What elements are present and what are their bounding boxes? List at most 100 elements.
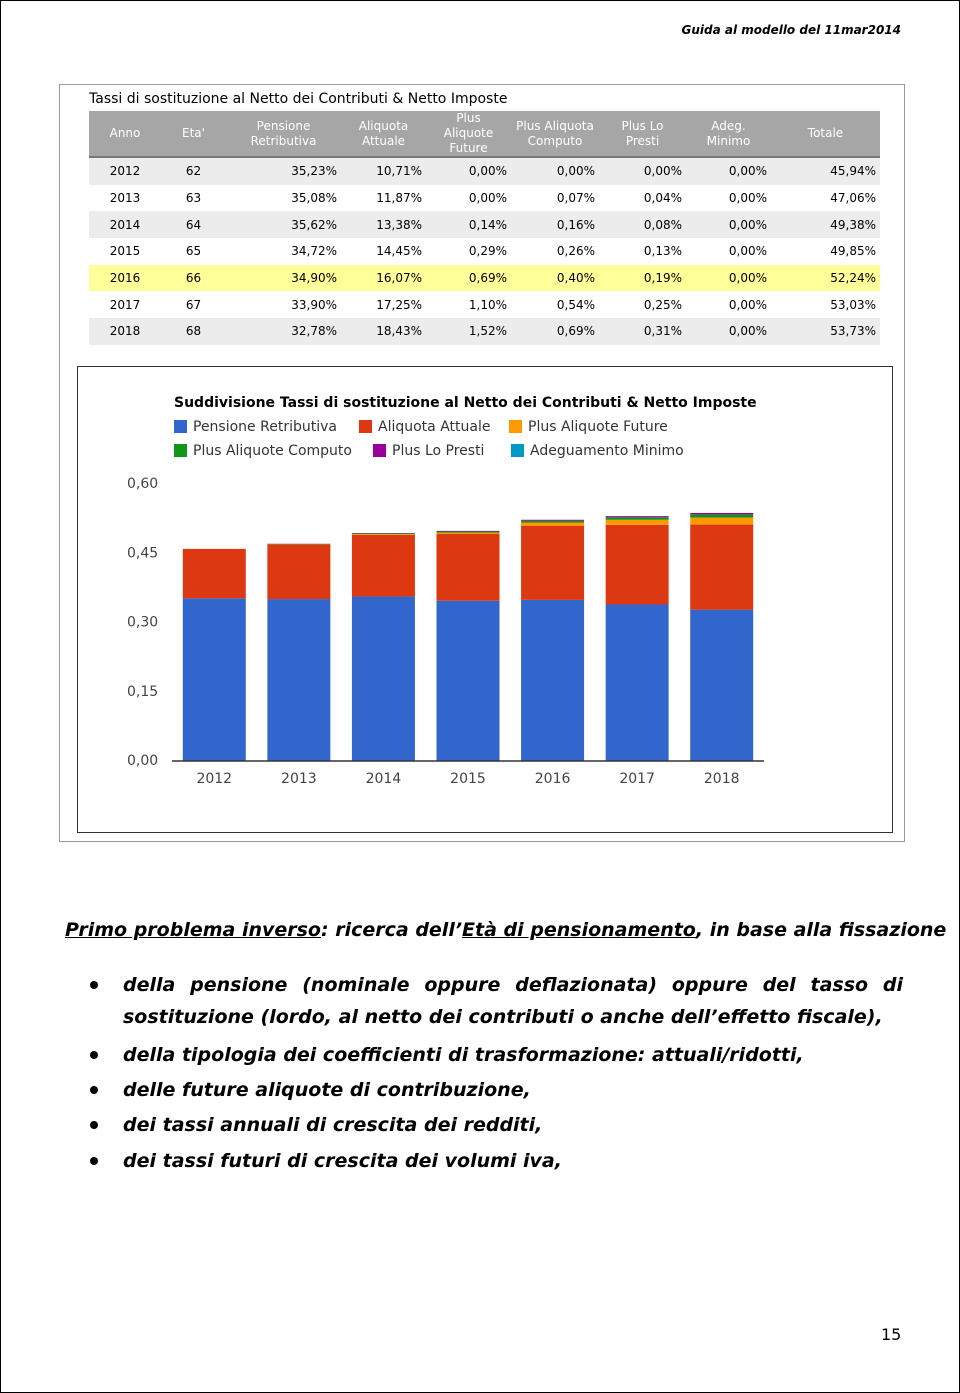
bar-segment — [690, 514, 754, 518]
bar-segment — [605, 524, 669, 605]
column-header: Pensione Retributiva — [226, 111, 341, 158]
table-cell: 35,08% — [291, 191, 337, 206]
y-tick-label: 0,60 — [127, 476, 158, 492]
bullet-text: dei tassi annuali di crescita dei reddit… — [123, 1114, 543, 1136]
table-cell: 0,08% — [599, 211, 686, 239]
bar-segment — [521, 519, 585, 521]
table-cell: 1,52% — [426, 318, 511, 345]
y-tick-label: 0,00 — [127, 753, 158, 769]
column-header: Anno — [89, 111, 161, 158]
table-cell: 10,71% — [341, 157, 426, 185]
column-header: Adeg. Minimo — [686, 111, 771, 158]
table-cell: 0,07% — [556, 191, 595, 206]
heading-part: Età di pensionamento — [462, 919, 696, 941]
table-row: 2017 67 33,90% 17,25% 1,10% 0,54% 0,25% 0,00% 53… — [89, 291, 880, 318]
figure-frame — [59, 84, 905, 842]
legend-label: Plus Lo Presti — [392, 443, 484, 459]
bar-segment — [521, 522, 585, 526]
table-cell: 0,00% — [468, 191, 507, 206]
bar-segment — [690, 512, 754, 515]
table-cell: 11,87% — [376, 191, 422, 206]
bullet-text: della pensione (nominale oppure deflazio… — [123, 974, 903, 1028]
table-cell: 0,54% — [556, 297, 595, 312]
table-cell: 2017 — [109, 297, 141, 312]
heading: Primo problema inverso: ricerca dell’Età… — [65, 919, 946, 941]
bar-segment — [605, 519, 669, 525]
table-cell: 2016 — [89, 264, 161, 292]
table-cell: 16,07% — [341, 264, 426, 292]
table-cell: 0,00% — [426, 157, 511, 185]
bar-segment — [436, 531, 500, 533]
table-cell: 0,04% — [643, 191, 682, 206]
table-cell: 18,43% — [341, 318, 426, 345]
y-tick-label: 0,30 — [127, 615, 158, 631]
table-cell: 53,73% — [771, 318, 880, 345]
table-cell: 2018 — [89, 318, 161, 345]
x-tick-label: 2015 — [450, 771, 486, 787]
table-cell: 0,00% — [686, 157, 771, 185]
table-cell: 0,00% — [511, 157, 599, 185]
column-header: Totale — [771, 111, 880, 158]
table-cell: 35,62% — [226, 211, 341, 239]
table-cell: 0,00% — [728, 297, 767, 312]
legend-label: Pensione Retributiva — [193, 419, 337, 435]
x-tick-label: 2016 — [535, 771, 571, 787]
bar-segment — [351, 596, 415, 761]
table-cell: 0,69% — [511, 318, 599, 345]
bar-segment — [521, 520, 585, 523]
table-cell: 2015 — [109, 244, 141, 259]
table-title: Tassi di sostituzione al Netto dei Contr… — [89, 91, 508, 107]
legend-swatch — [359, 420, 372, 433]
table-cell: 45,94% — [771, 157, 880, 185]
bar-segment — [267, 599, 331, 761]
legend-label: Adeguamento Minimo — [530, 443, 684, 459]
table-cell: 63 — [185, 191, 202, 206]
bar-segment — [436, 532, 500, 534]
table-row: 2018 68 32,78% 18,43% 1,52% 0,69% 0,31% 0,00% 53… — [89, 318, 880, 345]
table-cell: 0,00% — [728, 244, 767, 259]
page-number: 15 — [881, 1325, 902, 1344]
x-tick-label: 2012 — [196, 771, 232, 787]
table-cell: 67 — [185, 297, 202, 312]
column-header: Plus Aliquote Future — [426, 111, 511, 158]
table-row: 2013 63 35,08% 11,87% 0,00% 0,07% 0,04% 0,00% 47… — [89, 185, 880, 212]
table-cell: 53,03% — [830, 297, 876, 312]
table-cell: 65 — [185, 244, 202, 259]
table-cell: 64 — [161, 211, 226, 239]
table-cell: 1,10% — [468, 297, 507, 312]
bullet-dot — [90, 1157, 98, 1165]
bar-segment — [182, 598, 246, 761]
bullet-dot — [90, 1086, 98, 1094]
heading-part: Primo problema inverso — [65, 919, 321, 941]
legend-swatch — [373, 444, 386, 457]
bullet-text: della tipologia dei coefficienti di tras… — [123, 1044, 804, 1066]
x-tick-label: 2013 — [281, 771, 317, 787]
table-cell: 0,31% — [599, 318, 686, 345]
bar-segment — [605, 516, 669, 518]
table-cell: 13,38% — [341, 211, 426, 239]
table-cell: 0,25% — [643, 297, 682, 312]
chart-title: Suddivisione Tassi di sostituzione al Ne… — [174, 395, 757, 411]
column-header: Plus Lo Presti — [599, 111, 686, 158]
table-cell: 34,90% — [226, 264, 341, 292]
column-header: Plus Aliquota Computo — [511, 111, 599, 158]
bullet-text: dei tassi futuri di crescita dei volumi … — [123, 1150, 562, 1172]
column-header: Aliquota Attuale — [341, 111, 426, 158]
table-cell: 0,69% — [426, 264, 511, 292]
bar-segment — [690, 517, 754, 525]
bar-segment — [690, 609, 754, 761]
table-cell: 0,14% — [426, 211, 511, 239]
table-cell: 68 — [161, 318, 226, 345]
bar-segment — [182, 548, 246, 599]
legend-swatch — [174, 420, 187, 433]
table-cell: 2012 — [89, 157, 161, 185]
table-cell: 0,26% — [556, 244, 595, 259]
bar-segment — [351, 534, 415, 597]
chart: Suddivisione Tassi di sostituzione al Ne… — [77, 366, 893, 833]
bar-segment — [436, 530, 500, 532]
table-cell: 14,45% — [376, 244, 422, 259]
table-cell: 0,00% — [686, 211, 771, 239]
y-tick-label: 0,45 — [127, 545, 158, 561]
table-cell: 49,38% — [771, 211, 880, 239]
